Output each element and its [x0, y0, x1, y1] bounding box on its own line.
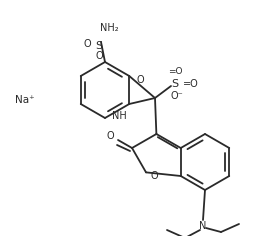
Text: NH₂: NH₂	[100, 23, 118, 33]
Text: O: O	[83, 39, 91, 49]
Text: =O: =O	[183, 79, 199, 89]
Text: O⁻: O⁻	[171, 91, 183, 101]
Text: NH: NH	[112, 111, 127, 121]
Text: =O: =O	[168, 67, 182, 76]
Text: S: S	[171, 79, 179, 89]
Text: O: O	[150, 171, 158, 181]
Text: Na⁺: Na⁺	[15, 95, 35, 105]
Text: O: O	[95, 51, 103, 61]
Text: N: N	[199, 221, 207, 231]
Text: S: S	[95, 41, 102, 51]
Text: O: O	[106, 131, 114, 141]
Text: O: O	[136, 75, 144, 85]
